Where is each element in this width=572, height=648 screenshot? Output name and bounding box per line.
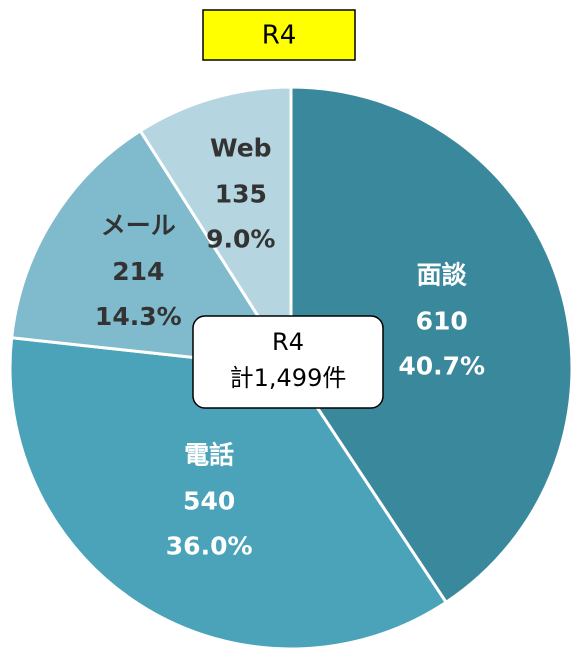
pie: [8, 85, 572, 648]
pie-slice: [138, 85, 293, 374]
slice-labels: 面談 610 40.7% 電話 540 36.0% メール 214 14.3% Web 135 9.0…: [95, 133, 485, 560]
pie-slice: [8, 336, 449, 648]
slice-category: Web: [210, 133, 272, 162]
slice-percent: 36.0%: [166, 531, 253, 560]
chart-title: R4: [262, 21, 297, 51]
slice-percent: 9.0%: [206, 224, 275, 253]
slice-value: 214: [112, 257, 164, 286]
slice-value: 135: [215, 179, 267, 208]
slice-value: 610: [416, 307, 468, 336]
slice-category: メール: [101, 211, 176, 240]
slice-category: 電話: [184, 440, 234, 469]
slice-value: 540: [183, 486, 235, 515]
center-box: [192, 315, 384, 409]
pie-slice: [9, 128, 294, 370]
slice-percent: 14.3%: [95, 302, 182, 331]
center-label: R4: [272, 328, 304, 356]
slice-category: 面談: [417, 261, 468, 290]
title-box: [202, 9, 356, 61]
center-label: 計1,499件: [230, 364, 347, 392]
slice-percent: 40.7%: [398, 352, 485, 381]
